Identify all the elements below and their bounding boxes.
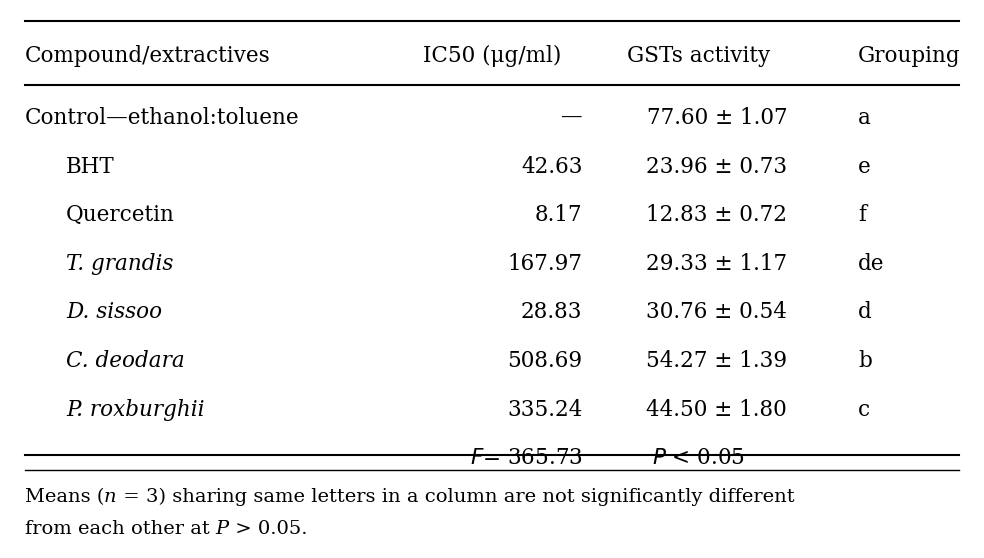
Text: $\mathit{P}$ < 0.05: $\mathit{P}$ < 0.05 (652, 447, 745, 469)
Text: 167.97: 167.97 (508, 253, 583, 275)
Text: GSTs activity: GSTs activity (627, 45, 770, 67)
Text: Quercetin: Quercetin (66, 204, 175, 227)
Text: 29.33 ± 1.17: 29.33 ± 1.17 (646, 253, 787, 275)
Text: f: f (858, 204, 866, 227)
Text: P: P (215, 520, 228, 538)
Text: 42.63: 42.63 (522, 156, 583, 178)
Text: Grouping: Grouping (858, 45, 960, 67)
Text: 8.17: 8.17 (535, 204, 583, 227)
Text: d: d (858, 301, 872, 324)
Text: 28.83: 28.83 (522, 301, 583, 324)
Text: n: n (104, 488, 116, 506)
Text: 30.76 ± 0.54: 30.76 ± 0.54 (646, 301, 787, 324)
Text: P. roxburghii: P. roxburghii (66, 398, 205, 421)
Text: Control—ethanol:toluene: Control—ethanol:toluene (25, 107, 299, 129)
Text: de: de (858, 253, 885, 275)
Text: IC50 (μg/ml): IC50 (μg/ml) (423, 45, 561, 67)
Text: $\mathit{F}$= 365.73: $\mathit{F}$= 365.73 (469, 447, 583, 469)
Text: 508.69: 508.69 (508, 350, 583, 372)
Text: b: b (858, 350, 872, 372)
Text: from each other at: from each other at (25, 520, 215, 538)
Text: 335.24: 335.24 (507, 398, 583, 421)
Text: Compound/extractives: Compound/extractives (25, 45, 271, 67)
Text: 12.83 ± 0.72: 12.83 ± 0.72 (646, 204, 787, 227)
Text: —: — (561, 107, 583, 129)
Text: T. grandis: T. grandis (66, 253, 173, 275)
Text: e: e (858, 156, 871, 178)
Text: c: c (858, 398, 870, 421)
Text: BHT: BHT (66, 156, 115, 178)
Text: = 3) sharing same letters in a column are not significantly different: = 3) sharing same letters in a column ar… (116, 488, 794, 506)
Text: 77.60 ± 1.07: 77.60 ± 1.07 (646, 107, 787, 129)
Text: a: a (858, 107, 871, 129)
Text: C. deodara: C. deodara (66, 350, 185, 372)
Text: D. sissoo: D. sissoo (66, 301, 162, 324)
Text: 54.27 ± 1.39: 54.27 ± 1.39 (646, 350, 787, 372)
Text: > 0.05.: > 0.05. (228, 520, 307, 538)
Text: 23.96 ± 0.73: 23.96 ± 0.73 (646, 156, 787, 178)
Text: 44.50 ± 1.80: 44.50 ± 1.80 (646, 398, 787, 421)
Text: Means (: Means ( (25, 488, 104, 506)
